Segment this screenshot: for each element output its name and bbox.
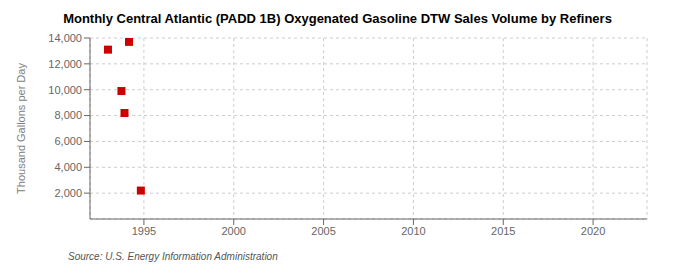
svg-text:Thousand Gallons per Day: Thousand Gallons per Day (15, 63, 27, 194)
html-text:Monthly Central Atlantic (PADD: Monthly Central Atlantic (PADD 1B) Oxyge… (63, 11, 612, 26)
svg-text:2020: 2020 (581, 225, 605, 237)
svg-text:2,000: 2,000 (54, 187, 82, 199)
html-text:Source: U.S. Energy Informatio: Source: U.S. Energy Information Administ… (68, 251, 278, 262)
svg-text:6,000: 6,000 (54, 135, 82, 147)
svg-text:2010: 2010 (401, 225, 425, 237)
svg-text:4,000: 4,000 (54, 161, 82, 173)
svg-text:10,000: 10,000 (48, 84, 82, 96)
svg-text:2000: 2000 (221, 225, 245, 237)
svg-text:14,000: 14,000 (48, 32, 82, 44)
svg-text:2005: 2005 (311, 225, 335, 237)
svg-text:1995: 1995 (132, 225, 156, 237)
svg-text:8,000: 8,000 (54, 109, 82, 121)
svg-text:12,000: 12,000 (48, 58, 82, 70)
svg-text:2015: 2015 (491, 225, 515, 237)
